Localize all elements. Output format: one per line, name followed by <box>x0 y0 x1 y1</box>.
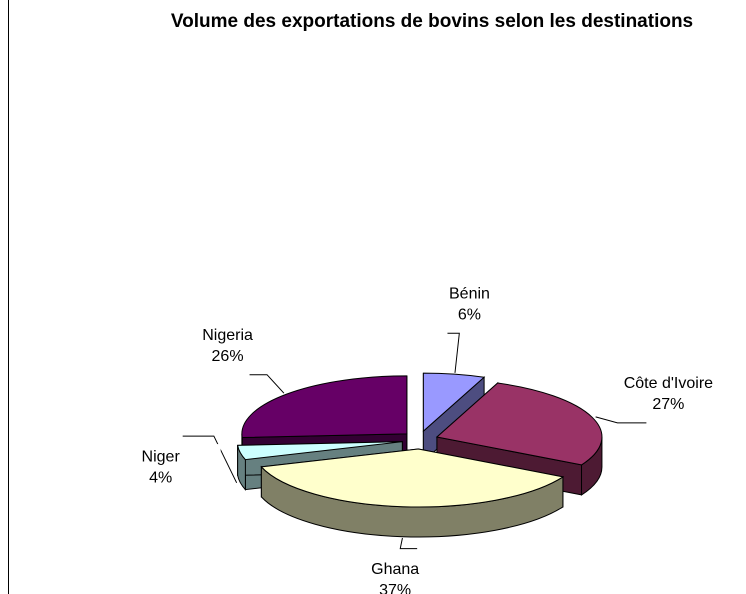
category-label: Niger <box>142 448 181 465</box>
slice <box>435 381 603 496</box>
slice-top <box>237 441 403 461</box>
category-label: Côte d'Ivoire <box>624 375 713 392</box>
label-bg <box>409 281 530 326</box>
chart-title: Volume des exportations de bovins selon … <box>170 11 694 32</box>
value-label: 4% <box>149 469 172 486</box>
label-bg <box>100 444 221 489</box>
value-label: 27% <box>652 396 684 413</box>
slice-top <box>260 448 565 508</box>
slice-top <box>241 375 408 438</box>
label-bg <box>608 370 729 415</box>
category-label: Ghana <box>371 561 419 578</box>
label-bg <box>167 322 288 367</box>
category-label: Bénin <box>449 285 490 302</box>
value-label: 6% <box>458 306 481 323</box>
slice-top <box>422 372 486 433</box>
leader-line <box>447 332 460 373</box>
value-label: 37% <box>379 582 411 594</box>
leader-line <box>249 374 285 394</box>
leader-line <box>399 537 418 550</box>
slice-top <box>435 382 603 466</box>
leader-line <box>595 416 647 424</box>
leader-line <box>182 435 238 484</box>
slice <box>260 448 565 538</box>
label-bg <box>335 556 456 594</box>
category-label: Nigeria <box>202 327 253 344</box>
value-label: 26% <box>212 348 244 365</box>
